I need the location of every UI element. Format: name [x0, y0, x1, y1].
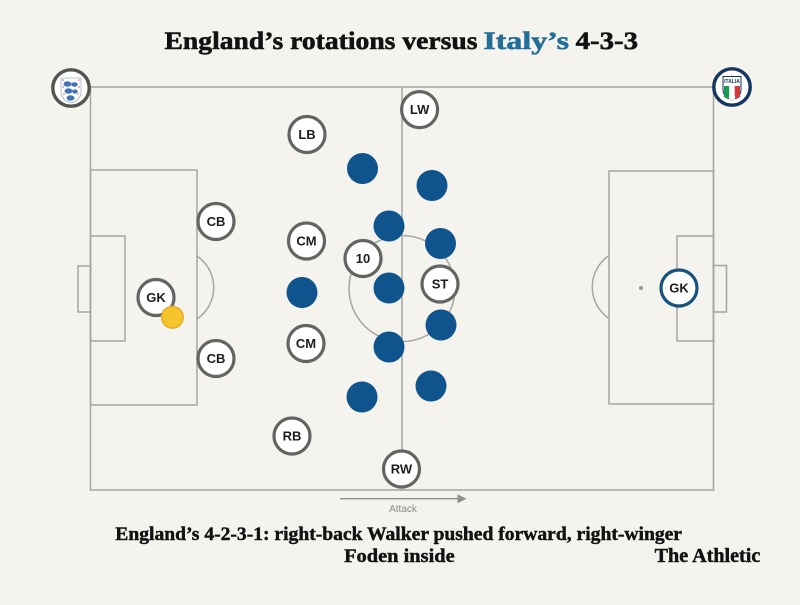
svg-text:Italy’s: Italy’s	[483, 28, 569, 55]
svg-text:Foden inside: Foden inside	[344, 546, 455, 567]
svg-text:GK: GK	[669, 281, 689, 296]
svg-text:Attack: Attack	[389, 504, 418, 515]
svg-text:GK: GK	[146, 290, 166, 305]
svg-text:10: 10	[356, 251, 370, 266]
svg-text:RB: RB	[283, 429, 302, 444]
svg-text:CB: CB	[207, 214, 226, 229]
svg-text:CB: CB	[207, 351, 226, 366]
svg-text:England’s rotations versus: England’s rotations versus	[165, 28, 478, 55]
svg-text:ITALIA: ITALIA	[724, 79, 740, 85]
svg-text:LW: LW	[410, 102, 430, 117]
svg-text:LB: LB	[298, 127, 315, 142]
svg-text:RW: RW	[391, 462, 413, 477]
svg-text:CM: CM	[296, 234, 316, 249]
svg-text:4-3-3: 4-3-3	[576, 28, 638, 55]
svg-text:CM: CM	[296, 336, 316, 351]
svg-text:ST: ST	[432, 277, 449, 292]
svg-text:The Athletic: The Athletic	[655, 545, 761, 567]
svg-text:England’s 4-2-3-1: right-back: England’s 4-2-3-1: right-back Walker pus…	[115, 524, 682, 545]
